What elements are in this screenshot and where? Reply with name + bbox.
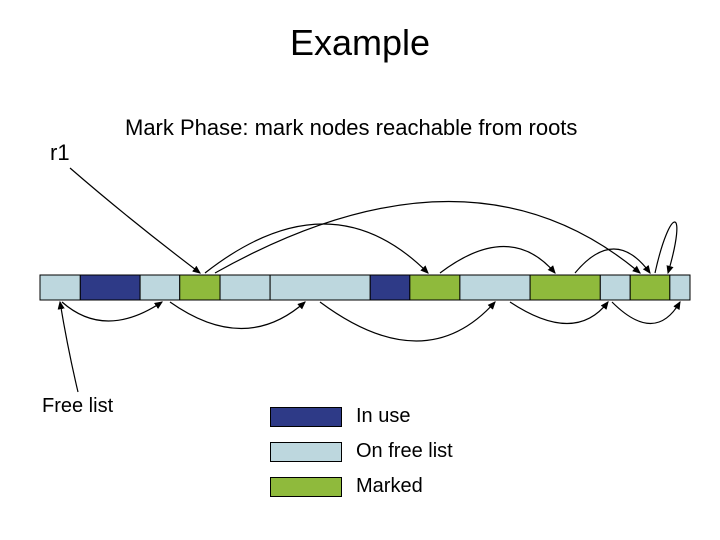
heap-segment — [670, 275, 690, 300]
legend-row: Marked — [270, 475, 453, 498]
legend-row: In use — [270, 405, 453, 428]
pointer-arrow — [205, 224, 428, 273]
pointer-arrow — [655, 222, 677, 273]
heap-segment — [220, 275, 270, 300]
pointer-arrow — [612, 302, 680, 324]
legend-label: Marked — [356, 475, 423, 498]
heap-segment — [460, 275, 530, 300]
heap-segment — [270, 275, 370, 300]
heap-segment — [600, 275, 630, 300]
pointer-arrow — [510, 302, 608, 324]
legend-label: In use — [356, 405, 410, 428]
heap-segment — [530, 275, 600, 300]
legend-label: On free list — [356, 440, 453, 463]
pointer-arrow — [320, 302, 495, 341]
heap-segment — [80, 275, 140, 300]
pointer-arrow — [60, 302, 78, 392]
legend-swatch — [270, 407, 342, 427]
legend-swatch — [270, 477, 342, 497]
pointer-arrow — [215, 202, 640, 274]
heap-segment — [140, 275, 180, 300]
legend-row: On free list — [270, 440, 453, 463]
legend-swatch — [270, 442, 342, 462]
pointer-arrow — [62, 302, 162, 321]
pointer-arrow — [440, 247, 555, 274]
heap-segment — [180, 275, 220, 300]
heap-segment — [370, 275, 410, 300]
heap-segment — [40, 275, 80, 300]
heap-segment — [630, 275, 670, 300]
pointer-arrow — [70, 168, 200, 273]
pointer-arrow — [170, 302, 305, 329]
heap-segment — [410, 275, 460, 300]
legend: In use On free list Marked — [270, 405, 453, 510]
